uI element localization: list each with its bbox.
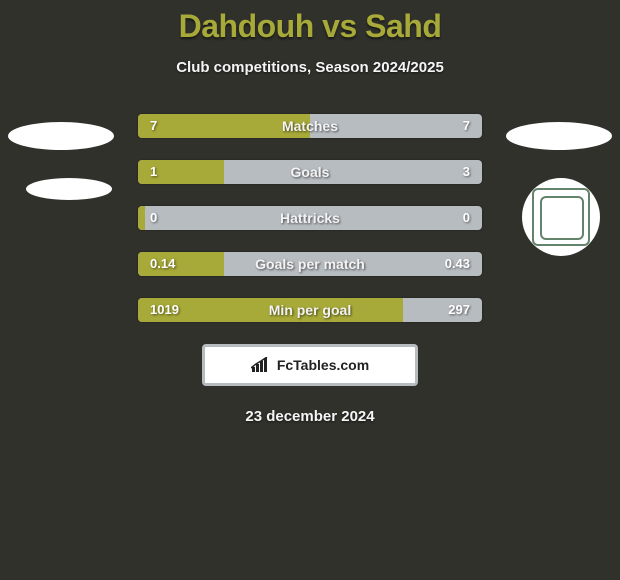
stat-row: 0.140.43Goals per match bbox=[138, 252, 482, 276]
stat-label: Min per goal bbox=[138, 298, 482, 322]
page-title: Dahdouh vs Sahd bbox=[0, 0, 620, 45]
stat-row: 77Matches bbox=[138, 114, 482, 138]
stat-label: Matches bbox=[138, 114, 482, 138]
subtitle: Club competitions, Season 2024/2025 bbox=[0, 59, 620, 76]
stat-row: 13Goals bbox=[138, 160, 482, 184]
stat-label: Hattricks bbox=[138, 206, 482, 230]
stats-list: 77Matches 13Goals 00Hattricks 0.140.43Goals… bbox=[0, 114, 620, 322]
chart-icon bbox=[251, 357, 271, 373]
stat-label: Goals per match bbox=[138, 252, 482, 276]
stat-row: 1019297Min per goal bbox=[138, 298, 482, 322]
date-text: 23 december 2024 bbox=[0, 408, 620, 425]
stat-label: Goals bbox=[138, 160, 482, 184]
branding-text: FcTables.com bbox=[277, 357, 369, 373]
stat-row: 00Hattricks bbox=[138, 206, 482, 230]
branding-badge[interactable]: FcTables.com bbox=[202, 344, 418, 386]
